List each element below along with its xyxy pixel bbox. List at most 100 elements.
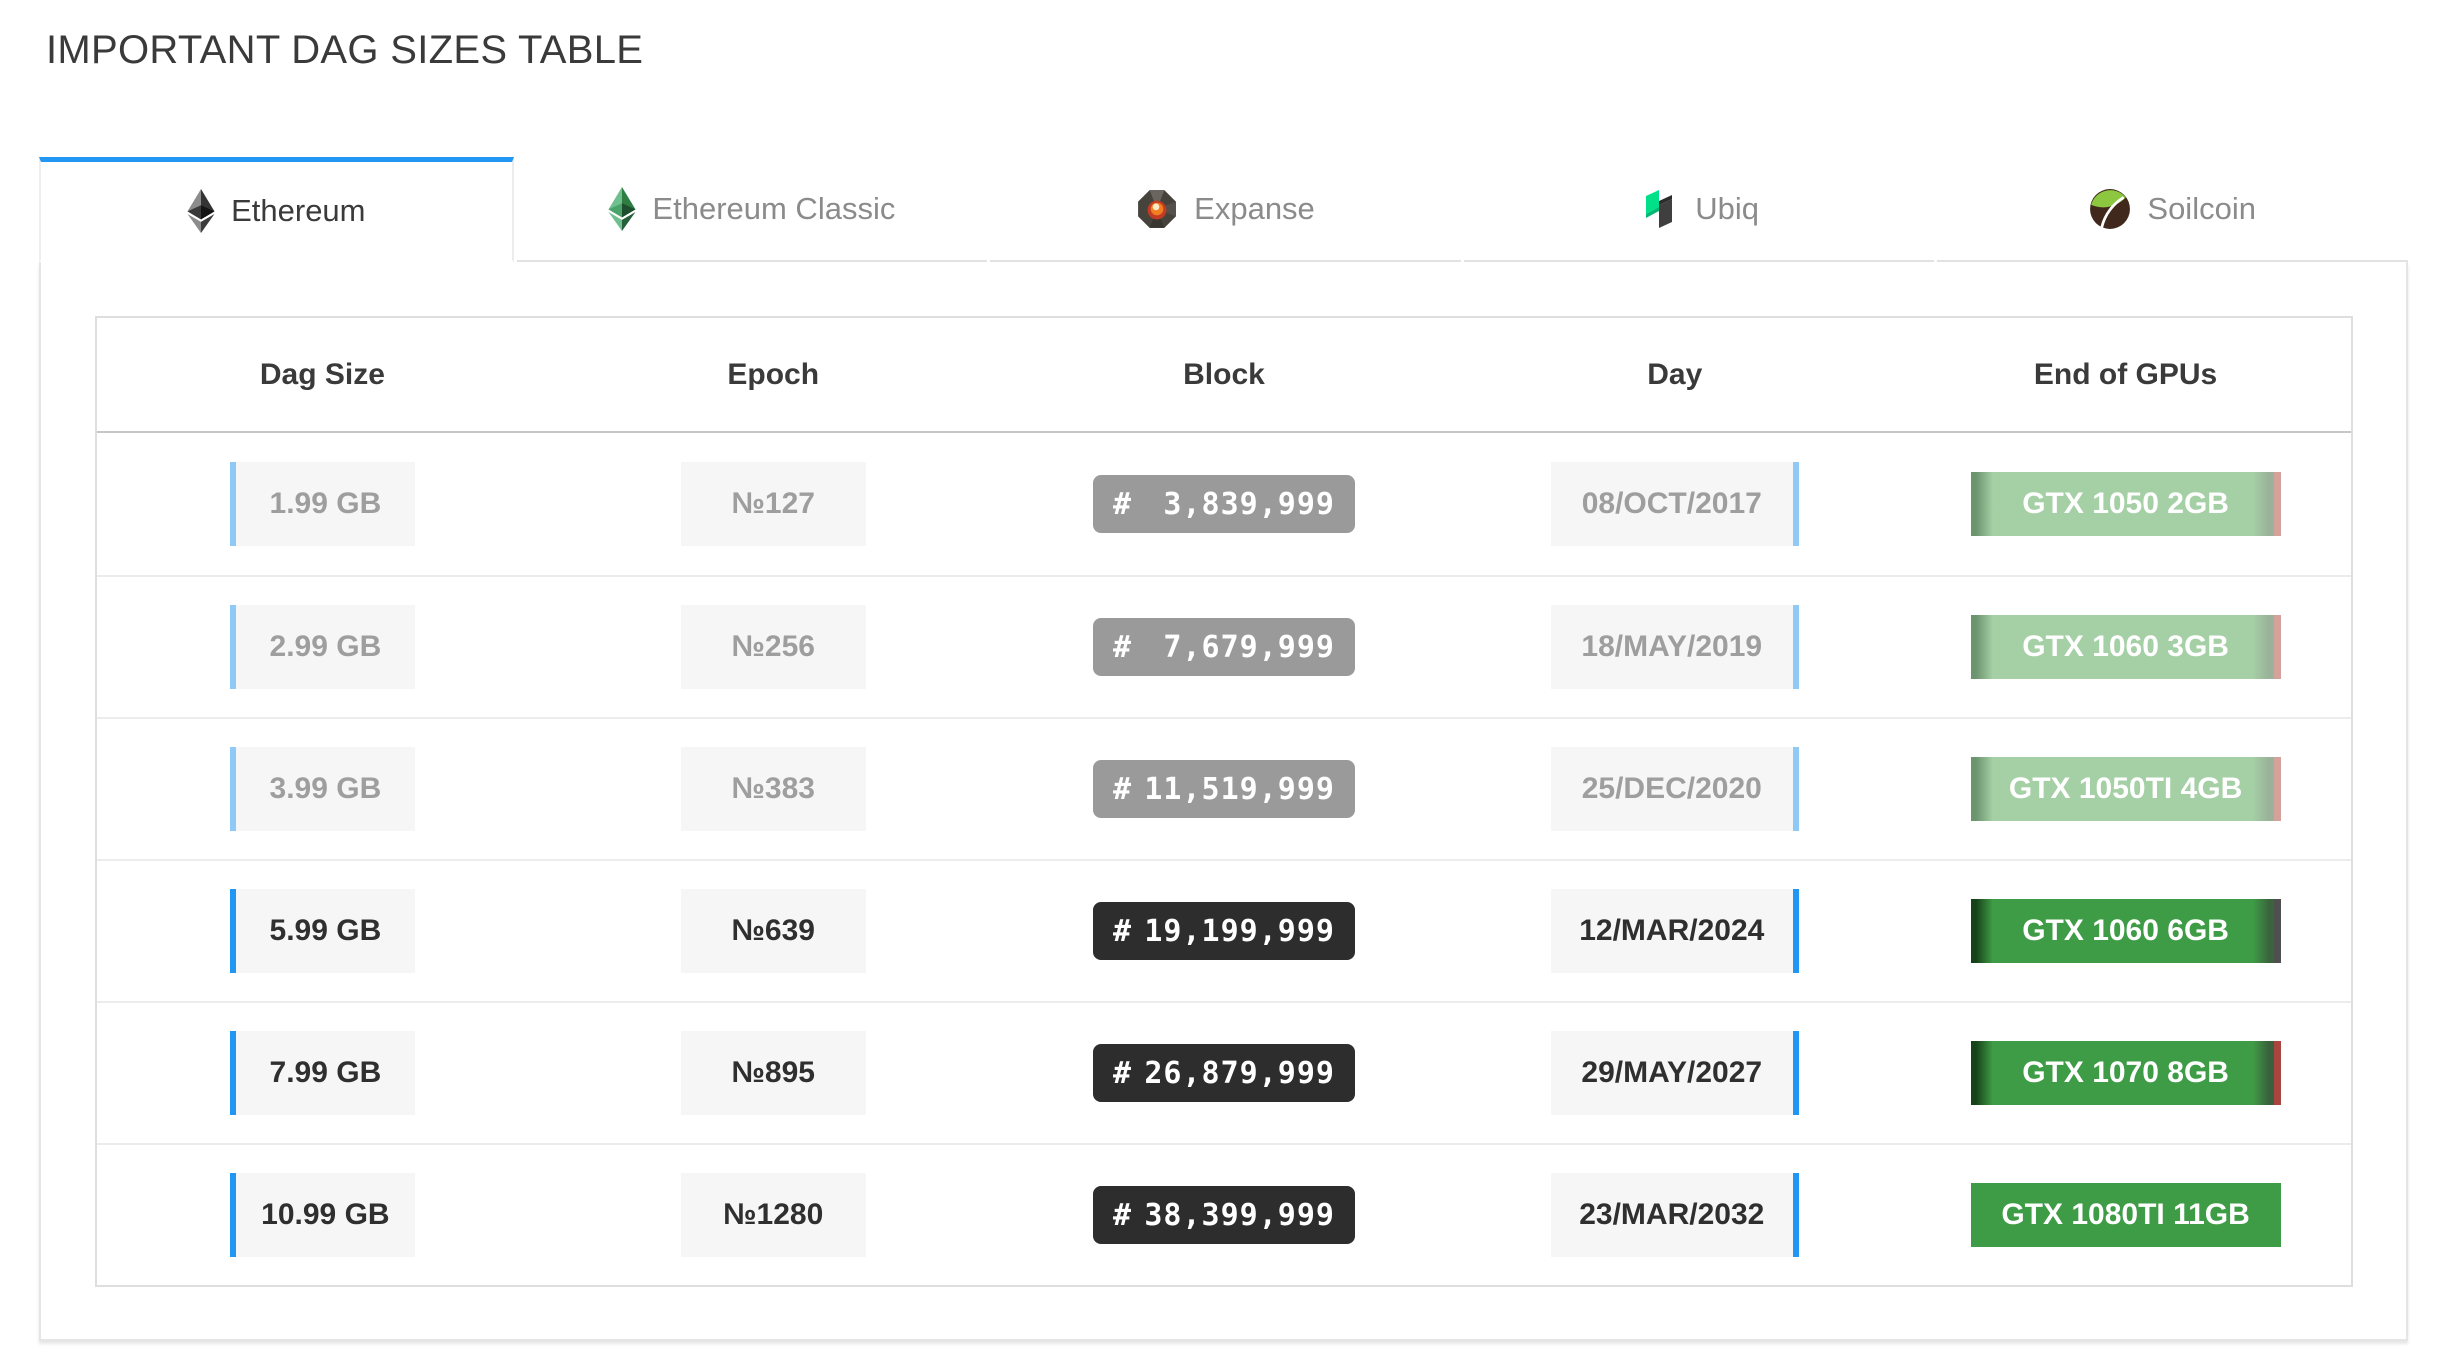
- block-number: 26,879,999: [1144, 1055, 1335, 1091]
- table-row: 2.99 GB №256 # 7,679,999 18/MAY/2019 GTX…: [97, 575, 2351, 717]
- dag-sizes-table: Dag Size Epoch Block Day End of GPUs 1.99 GB…: [95, 316, 2353, 1287]
- day-cell: 29/MAY/2027: [1449, 1031, 1900, 1115]
- table-row: 7.99 GB №895 # 26,879,999 29/MAY/2027 GT…: [97, 1001, 2351, 1143]
- epoch-value: №127: [680, 462, 866, 546]
- table-header-row: Dag Size Epoch Block Day End of GPUs: [97, 318, 2351, 433]
- tab-ubiq[interactable]: Ubiq: [1463, 157, 1935, 262]
- epoch-value: №639: [680, 889, 866, 973]
- tab-expanse[interactable]: Expanse: [990, 157, 1461, 262]
- day-cell: 08/OCT/2017: [1449, 462, 1900, 546]
- dag-size-cell: 5.99 GB: [97, 889, 548, 973]
- dag-size-cell: 10.99 GB: [97, 1173, 548, 1257]
- tab-label: Ubiq: [1695, 190, 1759, 226]
- epoch-cell: №256: [548, 605, 999, 689]
- gpu-badge: GTX 1080TI 11GB: [1970, 1183, 2281, 1247]
- dag-size-value: 2.99 GB: [229, 605, 415, 689]
- column-header: Day: [1647, 357, 1703, 391]
- block-badge: # 38,399,999: [1092, 1186, 1355, 1244]
- gpu-badge: GTX 1070 8GB: [1971, 1041, 2281, 1105]
- expanse-icon: [1136, 188, 1178, 230]
- page-title: IMPORTANT DAG SIZES TABLE: [46, 28, 644, 72]
- block-number: 3,839,999: [1163, 486, 1335, 522]
- gpu-cell: GTX 1060 6GB: [1900, 899, 2351, 963]
- gpu-badge: GTX 1060 3GB: [1971, 615, 2281, 679]
- epoch-value: №383: [680, 747, 866, 831]
- block-badge: # 26,879,999: [1092, 1044, 1355, 1102]
- block-number: 19,199,999: [1144, 913, 1335, 949]
- epoch-value: №895: [680, 1031, 866, 1115]
- day-cell: 25/DEC/2020: [1449, 747, 1900, 831]
- column-header: Epoch: [727, 357, 820, 391]
- ethereum-classic-icon: [608, 186, 636, 231]
- gpu-cell: GTX 1070 8GB: [1900, 1041, 2351, 1105]
- gpu-badge: GTX 1050 2GB: [1971, 472, 2281, 536]
- block-cell: # 19,199,999: [999, 902, 1450, 960]
- gpu-cell: GTX 1050TI 4GB: [1900, 757, 2351, 821]
- gpu-cell: GTX 1080TI 11GB: [1900, 1183, 2351, 1247]
- hash-prefix: #: [1112, 913, 1133, 949]
- block-cell: # 11,519,999: [999, 760, 1450, 818]
- epoch-cell: №895: [548, 1031, 999, 1115]
- column-header: Block: [1183, 357, 1265, 391]
- gpu-cell: GTX 1060 3GB: [1900, 615, 2351, 679]
- tab-panel: Dag Size Epoch Block Day End of GPUs 1.99 GB…: [39, 262, 2408, 1341]
- block-badge: # 3,839,999: [1092, 475, 1355, 533]
- day-value: 29/MAY/2027: [1550, 1031, 1799, 1115]
- soilcoin-icon: [2089, 188, 2131, 230]
- block-badge: # 19,199,999: [1092, 902, 1355, 960]
- epoch-value: №1280: [680, 1173, 866, 1257]
- table-row: 10.99 GB №1280 # 38,399,999 23/MAR/2032 …: [97, 1143, 2351, 1285]
- tab-label: Ethereum Classic: [652, 190, 896, 226]
- hash-prefix: #: [1112, 1197, 1133, 1233]
- day-cell: 23/MAR/2032: [1449, 1173, 1900, 1257]
- block-cell: # 7,679,999: [999, 618, 1450, 676]
- dag-size-value: 10.99 GB: [229, 1173, 415, 1257]
- day-cell: 18/MAY/2019: [1449, 605, 1900, 689]
- dag-size-value: 3.99 GB: [229, 747, 415, 831]
- table-body: 1.99 GB №127 # 3,839,999 08/OCT/2017 GTX…: [97, 433, 2351, 1285]
- ethereum-icon: [187, 189, 215, 233]
- epoch-cell: №383: [548, 747, 999, 831]
- day-value: 25/DEC/2020: [1550, 747, 1799, 831]
- epoch-cell: №639: [548, 889, 999, 973]
- block-number: 11,519,999: [1144, 771, 1335, 807]
- hash-prefix: #: [1112, 1055, 1133, 1091]
- day-value: 12/MAR/2024: [1550, 889, 1799, 973]
- column-header: End of GPUs: [2033, 357, 2218, 391]
- gpu-badge: GTX 1060 6GB: [1971, 899, 2281, 963]
- table-row: 3.99 GB №383 # 11,519,999 25/DEC/2020 GT…: [97, 717, 2351, 859]
- dag-size-value: 5.99 GB: [229, 889, 415, 973]
- tab-ethereum[interactable]: Ethereum: [39, 157, 514, 262]
- block-badge: # 11,519,999: [1092, 760, 1355, 818]
- tab-label: Expanse: [1194, 190, 1315, 226]
- block-number: 7,679,999: [1163, 629, 1335, 665]
- epoch-value: №256: [680, 605, 866, 689]
- day-value: 23/MAR/2032: [1550, 1173, 1799, 1257]
- hash-prefix: #: [1112, 486, 1133, 522]
- gpu-badge: GTX 1050TI 4GB: [1971, 757, 2281, 821]
- gpu-cell: GTX 1050 2GB: [1900, 472, 2351, 536]
- block-number: 38,399,999: [1144, 1197, 1335, 1233]
- tab-label: Ethereum: [231, 193, 366, 228]
- dag-size-value: 1.99 GB: [229, 462, 415, 546]
- day-value: 18/MAY/2019: [1550, 605, 1799, 689]
- tab-label: Soilcoin: [2147, 190, 2256, 226]
- dag-size-cell: 2.99 GB: [97, 605, 548, 689]
- tab-bar: Ethereum Ethereum Classic Expanse Ubiq S…: [39, 157, 2408, 262]
- epoch-cell: №127: [548, 462, 999, 546]
- block-cell: # 3,839,999: [999, 475, 1450, 533]
- tab-soilcoin[interactable]: Soilcoin: [1937, 157, 2408, 262]
- epoch-cell: №1280: [548, 1173, 999, 1257]
- ubiq-icon: [1639, 188, 1679, 230]
- day-value: 08/OCT/2017: [1550, 462, 1799, 546]
- table-row: 5.99 GB №639 # 19,199,999 12/MAR/2024 GT…: [97, 859, 2351, 1001]
- day-cell: 12/MAR/2024: [1449, 889, 1900, 973]
- block-badge: # 7,679,999: [1092, 618, 1355, 676]
- hash-prefix: #: [1112, 771, 1133, 807]
- dag-size-cell: 3.99 GB: [97, 747, 548, 831]
- block-cell: # 26,879,999: [999, 1044, 1450, 1102]
- hash-prefix: #: [1112, 629, 1133, 665]
- tab-ethereum-classic[interactable]: Ethereum Classic: [516, 157, 988, 262]
- dag-size-cell: 7.99 GB: [97, 1031, 548, 1115]
